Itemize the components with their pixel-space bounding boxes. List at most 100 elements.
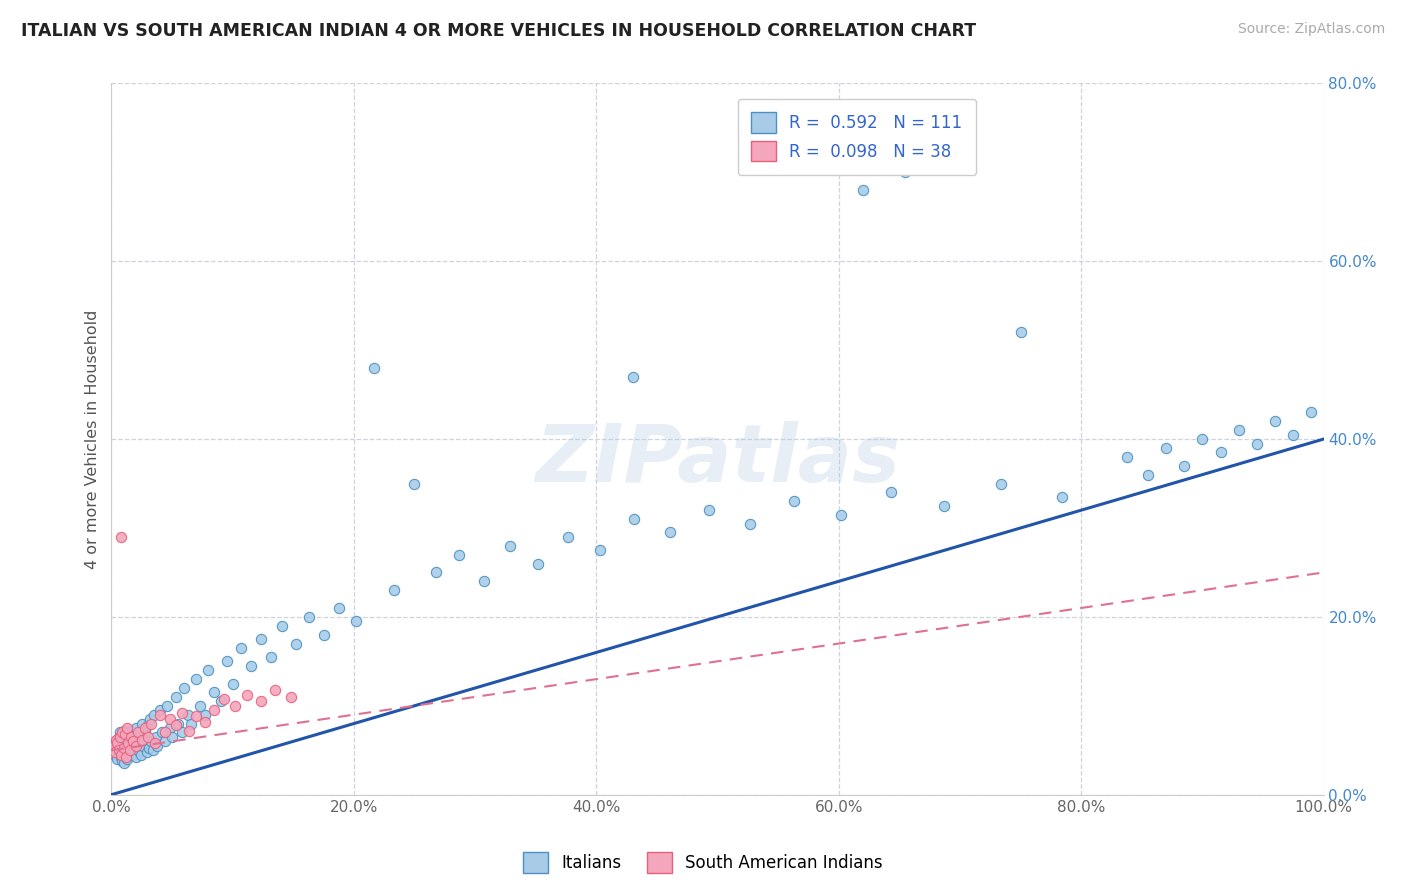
Legend: R =  0.592   N = 111, R =  0.098   N = 38: R = 0.592 N = 111, R = 0.098 N = 38 xyxy=(738,99,976,175)
Point xyxy=(127,725,149,739)
Point xyxy=(136,718,159,732)
Point xyxy=(173,681,195,695)
Point xyxy=(129,747,152,762)
Point xyxy=(143,736,166,750)
Point xyxy=(204,685,226,699)
Point xyxy=(1191,432,1213,446)
Point xyxy=(120,747,142,762)
Point xyxy=(177,707,200,722)
Point xyxy=(1154,441,1177,455)
Point xyxy=(298,610,321,624)
Point xyxy=(115,750,138,764)
Point xyxy=(830,508,852,522)
Point xyxy=(103,739,125,753)
Point xyxy=(124,750,146,764)
Point xyxy=(134,725,156,739)
Point xyxy=(136,730,159,744)
Point xyxy=(118,731,141,746)
Point xyxy=(156,698,179,713)
Point xyxy=(215,654,238,668)
Point xyxy=(209,694,232,708)
Point xyxy=(697,503,720,517)
Point xyxy=(118,739,141,753)
Point xyxy=(188,698,211,713)
Point xyxy=(197,663,219,677)
Point xyxy=(124,739,146,753)
Point xyxy=(115,721,138,735)
Point xyxy=(105,732,128,747)
Point xyxy=(107,739,129,753)
Point xyxy=(404,476,426,491)
Point xyxy=(107,730,129,744)
Point xyxy=(117,745,139,759)
Point xyxy=(472,574,495,589)
Point xyxy=(120,730,142,744)
Point xyxy=(135,745,157,759)
Point xyxy=(112,741,135,756)
Point xyxy=(260,649,283,664)
Point xyxy=(880,485,903,500)
Point xyxy=(159,721,181,735)
Point xyxy=(141,716,163,731)
Point xyxy=(1209,445,1232,459)
Point xyxy=(112,748,135,763)
Point xyxy=(153,725,176,739)
Point xyxy=(740,516,762,531)
Point xyxy=(107,736,129,750)
Point xyxy=(115,732,138,747)
Point xyxy=(783,494,806,508)
Point xyxy=(115,740,138,755)
Point xyxy=(1227,423,1250,437)
Point xyxy=(139,712,162,726)
Point xyxy=(212,691,235,706)
Point xyxy=(121,743,143,757)
Text: Source: ZipAtlas.com: Source: ZipAtlas.com xyxy=(1237,22,1385,37)
Text: ITALIAN VS SOUTH AMERICAN INDIAN 4 OR MORE VEHICLES IN HOUSEHOLD CORRELATION CHA: ITALIAN VS SOUTH AMERICAN INDIAN 4 OR MO… xyxy=(21,22,976,40)
Point xyxy=(557,530,579,544)
Point xyxy=(221,676,243,690)
Point xyxy=(124,727,146,741)
Point xyxy=(150,725,173,739)
Point xyxy=(852,183,875,197)
Point xyxy=(499,539,522,553)
Point xyxy=(112,756,135,770)
Point xyxy=(425,566,447,580)
Point xyxy=(204,703,226,717)
Point xyxy=(104,747,127,762)
Point xyxy=(159,712,181,726)
Point xyxy=(145,730,167,744)
Point xyxy=(111,725,134,739)
Point xyxy=(105,734,128,748)
Point xyxy=(117,736,139,750)
Point xyxy=(149,703,172,717)
Point xyxy=(1116,450,1139,464)
Point xyxy=(107,736,129,750)
Text: ZIPatlas: ZIPatlas xyxy=(536,421,900,500)
Point xyxy=(108,725,131,739)
Point xyxy=(115,752,138,766)
Point xyxy=(132,739,155,753)
Point xyxy=(1301,405,1323,419)
Point xyxy=(271,619,294,633)
Point xyxy=(328,601,350,615)
Point xyxy=(1264,414,1286,428)
Point xyxy=(149,707,172,722)
Point xyxy=(114,727,136,741)
Point xyxy=(112,723,135,738)
Point xyxy=(186,709,208,723)
Point xyxy=(1173,458,1195,473)
Point xyxy=(239,658,262,673)
Point xyxy=(449,548,471,562)
Point xyxy=(104,745,127,759)
Point xyxy=(236,688,259,702)
Point xyxy=(177,723,200,738)
Point xyxy=(141,734,163,748)
Point xyxy=(138,741,160,756)
Point xyxy=(224,698,246,713)
Point xyxy=(110,747,132,762)
Point xyxy=(110,750,132,764)
Point xyxy=(165,718,187,732)
Point xyxy=(125,736,148,750)
Point xyxy=(623,512,645,526)
Point xyxy=(128,730,150,744)
